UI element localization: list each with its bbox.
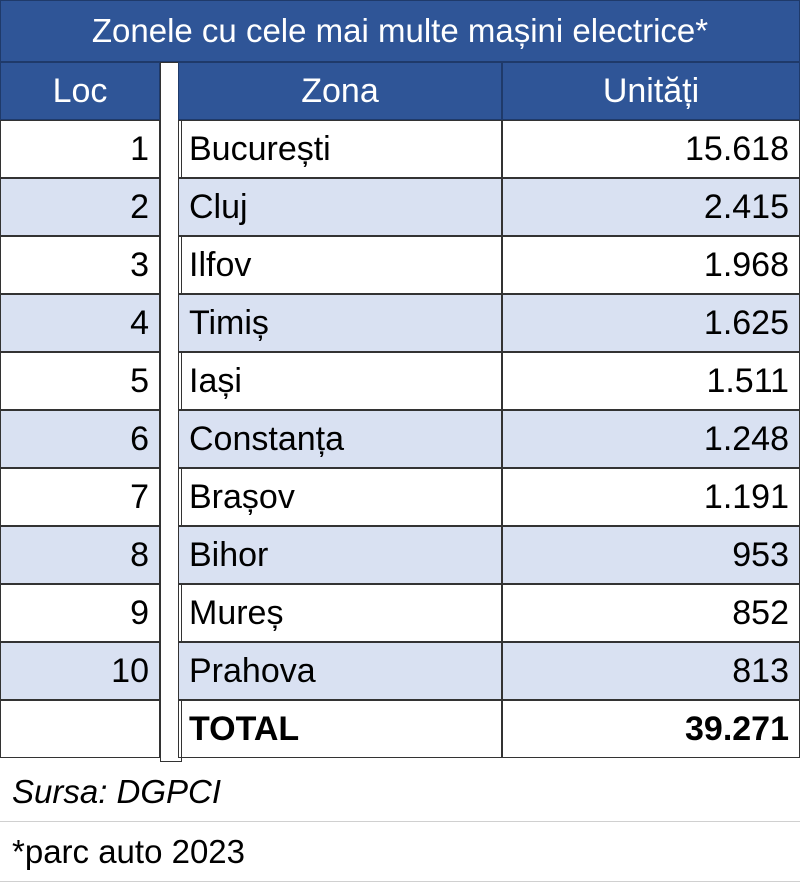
rank-cell: 3: [0, 236, 160, 294]
header-cell: Loc: [0, 62, 160, 120]
zone-cell: Prahova: [178, 642, 502, 700]
units-cell: 852: [502, 584, 800, 642]
empty-cell: [0, 700, 160, 758]
rank-cell: 7: [0, 468, 160, 526]
rank-cell: 6: [0, 410, 160, 468]
units-cell: 1.248: [502, 410, 800, 468]
rank-cell: 5: [0, 352, 160, 410]
rank-cell: 10: [0, 642, 160, 700]
rank-cell: 8: [0, 526, 160, 584]
header-cell: Zona: [178, 62, 502, 120]
rank-cell: 9: [0, 584, 160, 642]
units-cell: 1.191: [502, 468, 800, 526]
zone-cell: Brașov: [178, 468, 502, 526]
zone-cell: Mureș: [178, 584, 502, 642]
units-cell: 15.618: [502, 120, 800, 178]
zone-cell: Timiș: [178, 294, 502, 352]
units-cell: 1.511: [502, 352, 800, 410]
units-cell: 953: [502, 526, 800, 584]
units-cell: 1.968: [502, 236, 800, 294]
rank-cell: 1: [0, 120, 160, 178]
units-cell: 1.625: [502, 294, 800, 352]
table-title: Zonele cu cele mai multe mașini electric…: [0, 0, 800, 62]
header-cell: Unități: [502, 62, 800, 120]
source: Sursa: DGPCI: [0, 762, 800, 822]
total-label: TOTAL: [178, 700, 502, 758]
units-cell: 813: [502, 642, 800, 700]
rank-cell: 4: [0, 294, 160, 352]
zone-cell: Constanța: [178, 410, 502, 468]
zone-cell: Bihor: [178, 526, 502, 584]
units-cell: 2.415: [502, 178, 800, 236]
zone-cell: Ilfov: [178, 236, 502, 294]
zone-cell: Cluj: [178, 178, 502, 236]
zone-cell: București: [178, 120, 502, 178]
zone-cell: Iași: [178, 352, 502, 410]
total-value: 39.271: [502, 700, 800, 758]
rank-cell: 2: [0, 178, 160, 236]
footnote: *parc auto 2023: [0, 822, 800, 882]
